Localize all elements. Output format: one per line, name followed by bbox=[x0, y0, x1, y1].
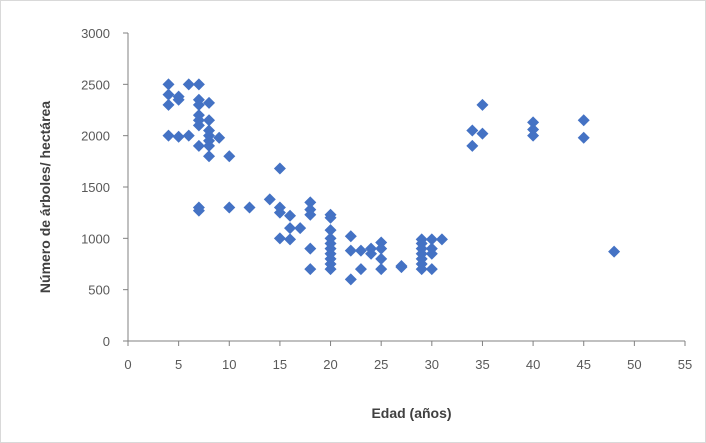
data-point bbox=[192, 204, 205, 217]
data-point bbox=[466, 124, 479, 137]
y-tick-labels: 0 500 1000 1500 2000 2500 3000 bbox=[81, 26, 110, 349]
data-point bbox=[375, 236, 388, 249]
data-point bbox=[527, 123, 540, 136]
data-point bbox=[284, 222, 297, 235]
data-point bbox=[435, 233, 448, 246]
x-tick-label: 0 bbox=[124, 357, 131, 372]
data-point bbox=[476, 127, 489, 140]
y-tick-label: 2000 bbox=[81, 129, 110, 144]
x-axis-title: Edad (años) bbox=[371, 405, 451, 421]
data-point bbox=[273, 162, 286, 175]
data-point bbox=[344, 273, 357, 286]
data-point bbox=[354, 263, 367, 276]
data-point bbox=[527, 129, 540, 142]
data-point bbox=[182, 78, 195, 91]
y-tick-label: 500 bbox=[88, 283, 110, 298]
data-point bbox=[243, 201, 256, 214]
data-point bbox=[284, 209, 297, 222]
data-point bbox=[172, 130, 185, 143]
data-point bbox=[365, 247, 378, 260]
data-point bbox=[284, 233, 297, 246]
data-point bbox=[354, 244, 367, 257]
data-point bbox=[527, 116, 540, 129]
data-point bbox=[203, 96, 216, 109]
data-point bbox=[375, 263, 388, 276]
data-point bbox=[395, 261, 408, 274]
data-point bbox=[375, 242, 388, 255]
data-point bbox=[304, 263, 317, 276]
y-tick-label: 0 bbox=[103, 334, 110, 349]
data-point bbox=[192, 78, 205, 91]
data-points bbox=[162, 78, 621, 286]
y-tick-label: 3000 bbox=[81, 26, 110, 41]
x-tick-label: 30 bbox=[425, 357, 439, 372]
data-point bbox=[324, 211, 337, 224]
data-point bbox=[375, 252, 388, 265]
data-point bbox=[344, 230, 357, 243]
x-tick-label: 50 bbox=[627, 357, 641, 372]
x-tick-label: 45 bbox=[576, 357, 590, 372]
data-point bbox=[162, 129, 175, 142]
y-tick-label: 1000 bbox=[81, 231, 110, 246]
x-tick-label: 40 bbox=[526, 357, 540, 372]
data-point bbox=[192, 139, 205, 152]
x-tick-label: 5 bbox=[175, 357, 182, 372]
x-tick-label: 20 bbox=[323, 357, 337, 372]
data-point bbox=[203, 114, 216, 127]
data-point bbox=[304, 242, 317, 255]
data-point bbox=[213, 131, 226, 144]
data-point bbox=[223, 201, 236, 214]
data-point bbox=[294, 222, 307, 235]
data-point bbox=[162, 88, 175, 101]
data-point bbox=[476, 98, 489, 111]
data-point bbox=[304, 208, 317, 221]
data-point bbox=[192, 119, 205, 132]
data-point bbox=[577, 131, 590, 144]
data-point bbox=[425, 263, 438, 276]
data-point bbox=[223, 150, 236, 163]
data-point bbox=[425, 233, 438, 246]
x-tick-label: 25 bbox=[374, 357, 388, 372]
y-tick-label: 2500 bbox=[81, 77, 110, 92]
x-tick-labels: 0 5 10 15 20 25 30 35 40 45 50 55 bbox=[124, 357, 692, 372]
data-point bbox=[203, 139, 216, 152]
data-point bbox=[344, 244, 357, 257]
data-point bbox=[273, 232, 286, 245]
y-tick-label: 1500 bbox=[81, 180, 110, 195]
y-axis-title: Número de árboles/ hectárea bbox=[37, 101, 53, 293]
data-point bbox=[172, 90, 185, 103]
data-point bbox=[425, 247, 438, 260]
x-tick-label: 15 bbox=[273, 357, 287, 372]
x-tick-label: 35 bbox=[475, 357, 489, 372]
data-point bbox=[608, 245, 621, 258]
data-point bbox=[577, 114, 590, 127]
data-point bbox=[415, 263, 428, 276]
data-point bbox=[162, 98, 175, 111]
axes bbox=[123, 32, 686, 346]
data-point bbox=[162, 78, 175, 91]
x-tick-label: 55 bbox=[678, 357, 692, 372]
data-point bbox=[466, 139, 479, 152]
data-point bbox=[192, 98, 205, 111]
data-point bbox=[263, 193, 276, 206]
data-point bbox=[324, 263, 337, 276]
data-point bbox=[273, 206, 286, 219]
data-point bbox=[203, 150, 216, 163]
data-point bbox=[304, 196, 317, 209]
data-point bbox=[324, 224, 337, 237]
data-point bbox=[182, 129, 195, 142]
x-tick-label: 10 bbox=[222, 357, 236, 372]
